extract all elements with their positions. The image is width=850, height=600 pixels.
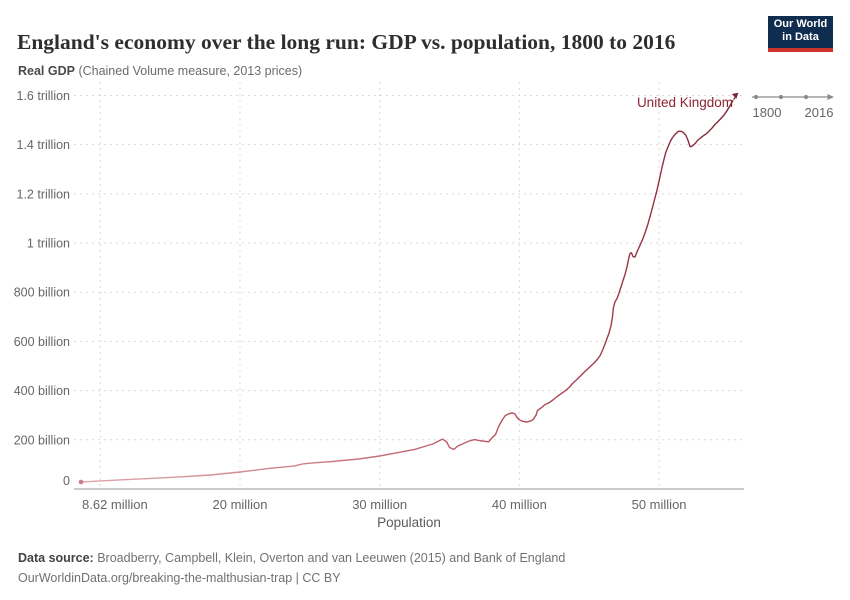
x-tick-label: 8.62 million <box>82 497 148 512</box>
y-tick-label: 200 billion <box>14 433 70 447</box>
gdp-vs-population-line[interactable] <box>80 100 734 483</box>
y-tick-label: 1 trillion <box>27 237 70 251</box>
data-source-line: Data source: Broadberry, Campbell, Klein… <box>18 548 565 568</box>
y-tick-label: 1.6 trillion <box>17 89 71 103</box>
x-tick-label: 20 million <box>213 497 268 512</box>
page-title: England's economy over the long run: GDP… <box>17 30 676 55</box>
timeline-end-year: 2016 <box>805 105 834 120</box>
owid-logo-line2: in Data <box>782 31 819 43</box>
x-axis-title: Population <box>377 515 441 530</box>
data-source-label: Data source: <box>18 551 94 565</box>
series-label-united-kingdom[interactable]: United Kingdom <box>637 95 733 110</box>
y-tick-label: 600 billion <box>14 335 70 349</box>
x-tick-label: 40 million <box>492 497 547 512</box>
x-tick-label: 30 million <box>352 497 407 512</box>
y-tick-label: 1.2 trillion <box>17 187 71 201</box>
chart-subtitle-metric: Real GDP <box>18 64 75 78</box>
timeline-dot[interactable] <box>778 94 784 100</box>
y-tick-label: 1.4 trillion <box>17 138 71 152</box>
timeline-dot[interactable] <box>803 94 809 100</box>
y-gridlines: 0 200 billion 400 billion 600 billion 800 bi… <box>14 89 744 490</box>
owid-logo[interactable]: Our World in Data <box>768 16 833 52</box>
chart-subtitle: Real GDP (Chained Volume measure, 2013 p… <box>18 64 302 78</box>
timeline-start-year: 1800 <box>753 105 782 120</box>
citation-link[interactable]: OurWorldinData.org/breaking-the-malthusi… <box>18 571 341 585</box>
y-tick-label: 0 <box>63 474 70 488</box>
chart-footer: Data source: Broadberry, Campbell, Klein… <box>18 548 565 588</box>
y-tick-label: 400 billion <box>14 384 70 398</box>
line-start-dot <box>78 479 84 485</box>
y-tick-label: 800 billion <box>14 286 70 300</box>
chart-subtitle-detail: (Chained Volume measure, 2013 prices) <box>74 64 303 78</box>
timeline-arrow-icon <box>827 94 834 100</box>
x-gridlines: 8.62 million 20 million 30 million 40 milli… <box>82 82 687 512</box>
owid-logo-line1: Our World <box>773 18 828 30</box>
timeline-dot[interactable] <box>753 94 759 100</box>
x-tick-label: 50 million <box>632 497 687 512</box>
line-end-arrow-icon <box>731 92 739 100</box>
data-source-text: Broadberry, Campbell, Klein, Overton and… <box>93 551 566 565</box>
timeline-control[interactable]: 1800 2016 <box>752 94 834 120</box>
